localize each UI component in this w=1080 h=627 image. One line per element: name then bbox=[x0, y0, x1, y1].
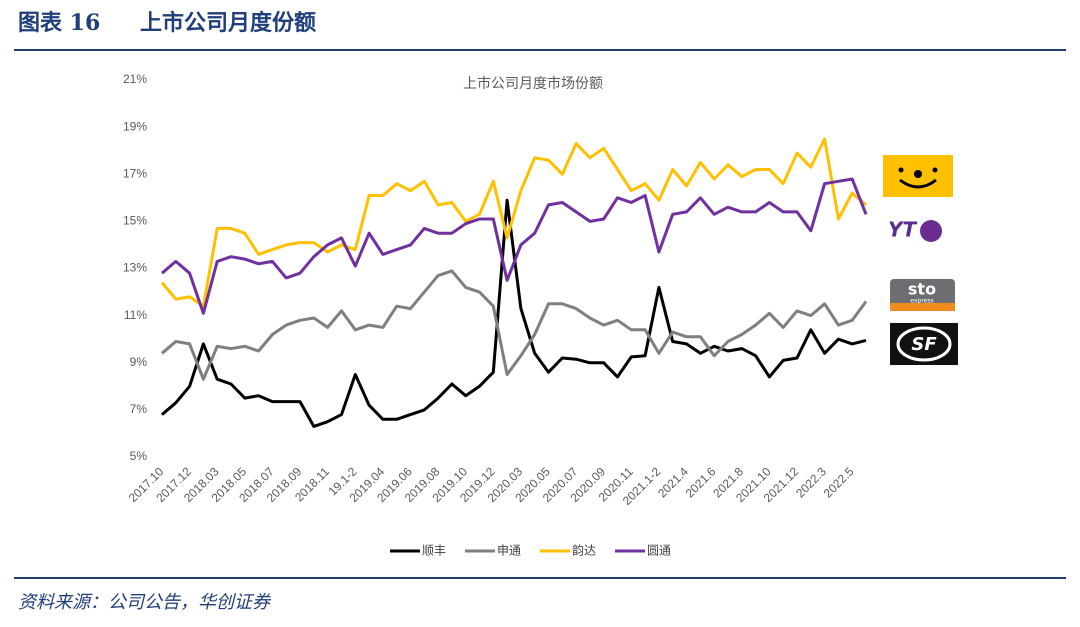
x-tick-label: 2022.5 bbox=[821, 464, 857, 500]
series-line bbox=[160, 137, 867, 308]
series-line bbox=[161, 177, 868, 315]
sto-logo: sto express bbox=[890, 279, 955, 311]
logo-text: sto bbox=[908, 280, 936, 299]
logo-ring bbox=[896, 326, 952, 362]
sf-logo: SF bbox=[890, 323, 958, 365]
series-line bbox=[161, 269, 868, 381]
logo-smile bbox=[899, 178, 937, 189]
y-tick-label: 5% bbox=[130, 449, 148, 463]
x-tick-label: 2021.4 bbox=[655, 464, 691, 500]
source-note: 资料来源：公司公告，华创证券 bbox=[18, 592, 272, 613]
logo-dot bbox=[898, 167, 904, 173]
y-tick-label: 15% bbox=[123, 214, 147, 228]
logo-circle bbox=[920, 220, 942, 242]
y-tick-label: 9% bbox=[130, 355, 148, 369]
figure-label: 图表 16 bbox=[18, 10, 100, 36]
logo-stripe bbox=[890, 303, 955, 311]
y-tick-label: 13% bbox=[123, 261, 147, 275]
logo-box bbox=[890, 323, 958, 365]
y-tick-label: 17% bbox=[123, 166, 147, 180]
legend-label: 申通 bbox=[497, 544, 521, 558]
y-tick-label: 7% bbox=[130, 402, 148, 416]
logo-dot bbox=[914, 170, 922, 178]
series-line bbox=[161, 198, 867, 428]
legend-label: 圆通 bbox=[647, 544, 671, 558]
figure-title: 上市公司月度份额 bbox=[140, 10, 316, 36]
yto-logo: YT bbox=[888, 218, 942, 242]
yunda-logo bbox=[883, 155, 953, 197]
logo-text: SF bbox=[911, 334, 937, 355]
logo-text: express bbox=[910, 298, 933, 305]
y-tick-label: 19% bbox=[123, 119, 147, 133]
logo-dot bbox=[932, 167, 938, 173]
x-tick-label: 2021.6 bbox=[683, 464, 719, 500]
y-tick-label: 21% bbox=[123, 72, 147, 86]
legend-label: 顺丰 bbox=[422, 544, 446, 558]
x-tick-label: 2022.3 bbox=[793, 464, 829, 500]
logo-text: YT bbox=[888, 218, 917, 242]
chart-title: 上市公司月度市场份额 bbox=[463, 75, 603, 92]
legend-label: 韵达 bbox=[572, 543, 596, 558]
y-tick-label: 11% bbox=[124, 308, 147, 322]
